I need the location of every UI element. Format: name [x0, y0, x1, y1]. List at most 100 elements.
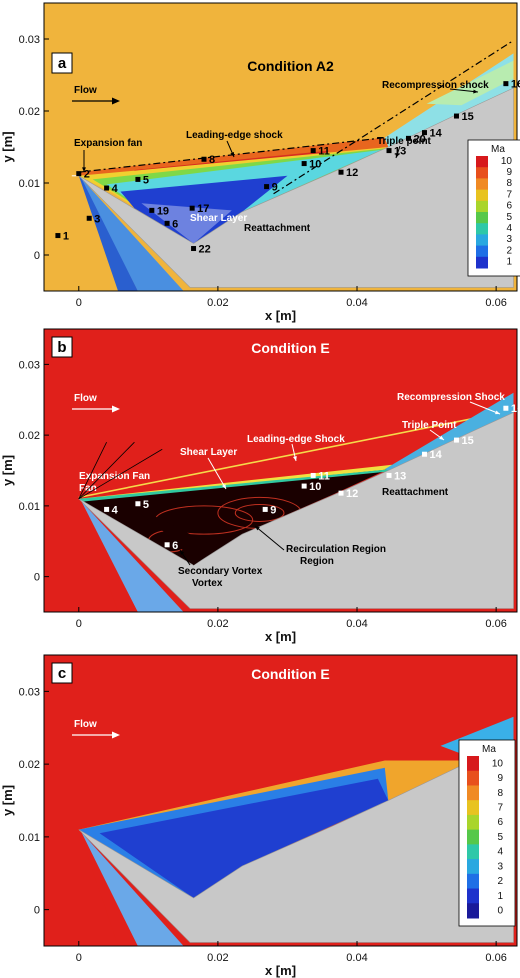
probe-marker	[405, 135, 411, 141]
panel-title: Condition E	[251, 340, 330, 356]
legend-swatch	[476, 212, 488, 224]
expansion-fan-ray	[78, 442, 107, 499]
legend-label: 4	[497, 847, 503, 858]
x-tick-label: 0.04	[346, 952, 367, 964]
flow-arrow-head	[112, 97, 120, 105]
model-outline	[78, 412, 514, 609]
legend-swatch	[467, 800, 479, 816]
panel-label: a	[58, 55, 67, 72]
probe-marker	[189, 205, 195, 211]
legend-swatch	[467, 903, 479, 919]
probe-label: 2	[84, 169, 90, 181]
legend-swatch	[467, 844, 479, 860]
legend-label: 5	[506, 212, 512, 223]
x-tick-label: 0.02	[207, 297, 228, 309]
x-tick-label: 0.06	[485, 618, 506, 630]
y-tick-label: 0	[34, 905, 40, 917]
x-axis-label: x [m]	[265, 308, 296, 323]
probe-label: 11	[318, 470, 330, 482]
flow-field	[44, 655, 517, 946]
probe-label: 20	[413, 133, 425, 145]
annotation-6: Recirculation Region	[286, 544, 386, 555]
probe-marker	[503, 405, 509, 411]
expansion-wedge	[78, 175, 184, 291]
legend-label: 6	[506, 201, 512, 212]
wedge-edge	[78, 829, 138, 946]
annotation-2: Leading-edge Shock	[247, 434, 345, 445]
y-axis-label: y [m]	[0, 455, 15, 486]
legend-label: 3	[506, 234, 512, 245]
legend-label: 3	[497, 861, 503, 872]
legend-box	[467, 139, 520, 277]
probe-marker	[164, 542, 170, 548]
legend-swatch	[476, 234, 488, 247]
annotation-0: Recompression Shock	[397, 392, 505, 403]
annotation-arrowhead	[293, 456, 297, 461]
probe-marker	[264, 184, 270, 190]
legend-swatch	[467, 888, 479, 904]
annotation-arrowhead	[222, 484, 226, 489]
probe-marker	[104, 185, 110, 191]
probe-marker	[421, 451, 427, 457]
chart-panel-a: 0 0.02 0.04 0.06 0 0.01 0.02 0.03 x [m] y [m] a Con…	[0, 2, 520, 323]
probe-label: 4	[112, 183, 119, 195]
y-tick-label: 0.03	[19, 686, 40, 698]
y-tick-label: 0.03	[19, 359, 40, 371]
x-tick-label: 0	[76, 297, 82, 309]
chart-panel-b: 0 0.02 0.04 0.06 0 0.01 0.02 0.03 x [m] y [m] b Con…	[0, 328, 520, 644]
flow-arrow-head	[112, 405, 120, 413]
probe-marker	[453, 113, 459, 119]
probe-label: 11	[318, 146, 330, 158]
x-tick-label: 0.06	[485, 952, 506, 964]
recirculation-blue	[99, 778, 389, 898]
y-tick-label: 0	[34, 572, 40, 584]
annotation-leader	[469, 401, 501, 415]
x-tick-label: 0.04	[346, 297, 367, 309]
probe-label: 6	[172, 540, 178, 552]
legend-label: 5	[497, 832, 503, 843]
streamline-hint	[141, 203, 232, 244]
probe-marker	[386, 148, 392, 154]
annotation-arrowhead	[230, 152, 234, 157]
annotation-3: Shear Layer	[180, 447, 237, 458]
probe-marker	[104, 506, 110, 512]
probe-marker	[164, 220, 170, 226]
probe-label: 14	[429, 449, 442, 461]
annotation-4: Shear Layer	[190, 213, 247, 224]
y-axis-label: y [m]	[0, 785, 15, 816]
probe-label: 10	[309, 159, 321, 171]
panel-title: Condition E	[251, 666, 330, 682]
annotation-1: Triple Point	[402, 420, 457, 431]
axes-frame	[43, 328, 518, 613]
probe-label: 13	[394, 146, 406, 158]
x-tick-label: 0.04	[346, 618, 367, 630]
panel-label: b	[57, 339, 66, 356]
probe-label: 15	[461, 111, 473, 123]
probe-marker	[262, 506, 268, 512]
probe-marker	[503, 81, 509, 87]
probe-label: 8	[209, 154, 215, 166]
x-tick-label: 0.06	[485, 297, 506, 309]
probe-marker	[421, 130, 427, 136]
expansion-fan-ray	[78, 441, 135, 500]
legend-swatch	[476, 178, 488, 191]
legend-swatch	[467, 785, 479, 801]
probe-marker	[149, 207, 155, 213]
probe-label: 6	[172, 218, 178, 230]
panel-label-box	[51, 662, 73, 684]
annotation-leader	[207, 457, 227, 490]
legend-label: 9	[506, 167, 512, 178]
legend-label: 10	[501, 156, 513, 167]
probe-label: 3	[94, 213, 100, 225]
y-axis-label: y [m]	[0, 131, 15, 162]
annotation-5: Reattachment	[244, 223, 311, 234]
probe-marker	[338, 169, 344, 175]
legend-label: 1	[506, 257, 512, 268]
legend-swatch	[467, 770, 479, 786]
probe-label: 15	[461, 435, 473, 447]
probe-marker	[55, 233, 61, 239]
leading-edge-shock-line	[78, 409, 514, 499]
annotation-arrowhead	[495, 410, 500, 415]
annotation-arrowhead	[473, 89, 478, 94]
panel-label: c	[58, 665, 66, 682]
